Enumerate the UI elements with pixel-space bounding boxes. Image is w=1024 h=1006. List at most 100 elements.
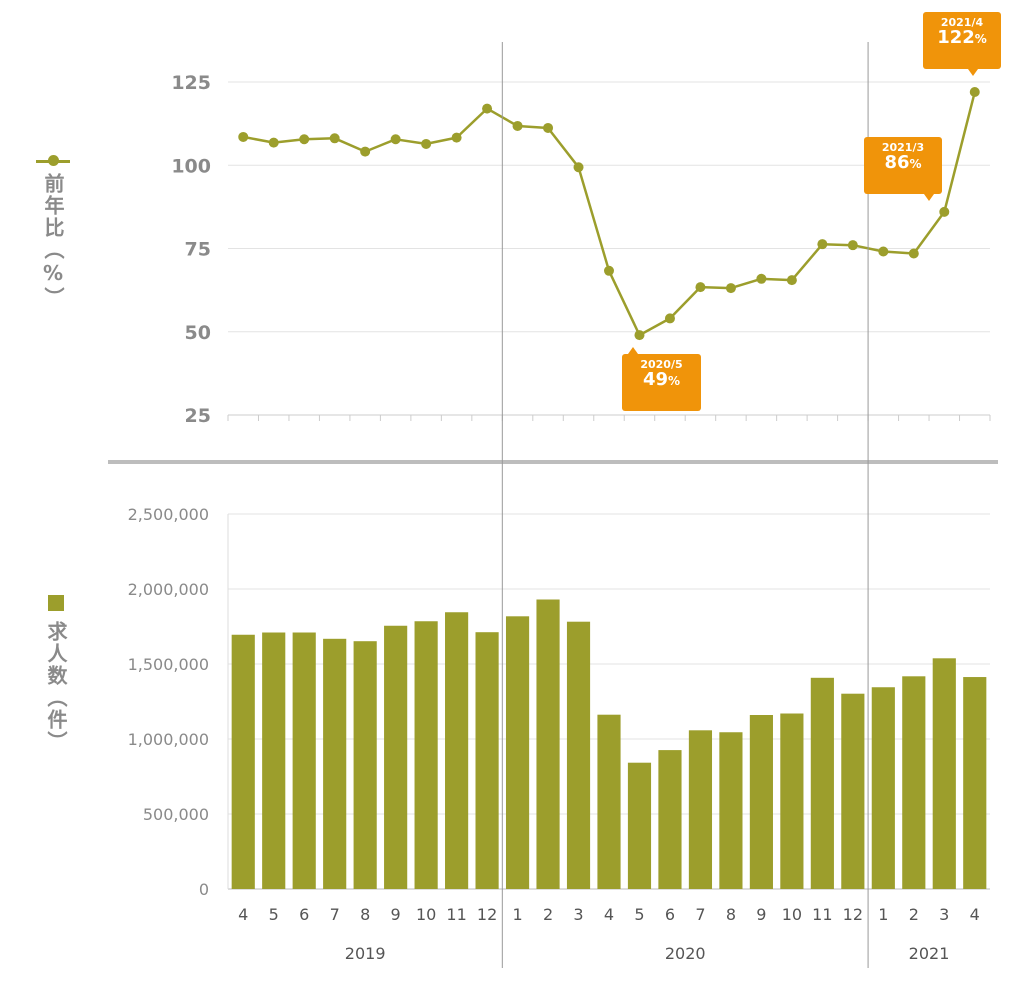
line-point	[512, 120, 523, 131]
callout-tail	[968, 69, 978, 76]
line-y-tick-label: 75	[185, 239, 211, 261]
bar	[841, 693, 865, 889]
callout-value: 86%	[884, 151, 922, 173]
callout-tail	[628, 347, 638, 354]
line-point	[908, 248, 919, 259]
callout-2021-4: 2021/4 122%	[923, 12, 1001, 76]
x-tick-label: 5	[634, 905, 644, 924]
bar	[932, 658, 956, 889]
callout-2020-5: 2020/5 49%	[622, 347, 701, 411]
line-point	[451, 132, 462, 143]
bar	[566, 621, 591, 889]
line-legend-marker	[36, 155, 70, 166]
line-point	[817, 239, 828, 250]
callout-value: 49%	[642, 368, 681, 390]
callout-tail	[924, 194, 934, 201]
callout-date: 2021/4	[940, 16, 984, 29]
line-point	[939, 206, 950, 217]
bar-y-tick-label: 1,500,000	[128, 655, 209, 674]
x-tick-label: 3	[573, 905, 583, 924]
bar-y-tick-label: 0	[199, 880, 209, 899]
bar-legend-marker	[48, 595, 64, 611]
bar	[963, 677, 987, 889]
x-tick-label: 4	[604, 905, 614, 924]
line-point	[786, 275, 797, 286]
bar	[597, 714, 621, 889]
bar	[445, 612, 469, 889]
line-y-tick-label: 100	[171, 155, 211, 177]
line-point	[634, 330, 645, 341]
bar-legend: 求人数（件）	[44, 595, 68, 753]
year-label: 2021	[909, 944, 950, 963]
callout-date: 2020/5	[640, 358, 683, 371]
line-point	[390, 134, 401, 145]
callout-2021-3: 2021/3 86%	[864, 137, 942, 201]
x-tick-label: 2	[543, 905, 553, 924]
bar	[353, 641, 377, 889]
bar	[231, 634, 255, 889]
bar	[749, 715, 773, 889]
x-tick-label: 7	[695, 905, 705, 924]
bar	[780, 713, 804, 889]
line-y-tick-label: 125	[171, 72, 211, 94]
callout-value: 122%	[937, 26, 987, 48]
line-axis-label: 前年比（%）	[41, 173, 65, 309]
bar-y-tick-label: 1,000,000	[128, 730, 209, 749]
line-y-tick-label: 25	[185, 405, 211, 427]
bar-y-tick-label: 2,500,000	[128, 505, 209, 524]
line-point	[268, 137, 279, 148]
bar	[810, 677, 834, 889]
bar	[475, 632, 499, 889]
x-tick-label: 9	[756, 905, 766, 924]
bar	[414, 621, 438, 889]
x-tick-label: 6	[665, 905, 675, 924]
x-tick-label: 12	[843, 905, 863, 924]
line-point	[878, 246, 889, 257]
bar	[505, 616, 530, 889]
line-point	[329, 133, 340, 144]
x-tick-label: 12	[477, 905, 497, 924]
line-point	[756, 273, 767, 284]
line-point	[664, 313, 675, 324]
x-tick-label: 1	[878, 905, 888, 924]
x-tick-label: 8	[726, 905, 736, 924]
line-point	[969, 86, 980, 97]
line-point	[543, 122, 554, 133]
x-tick-label: 8	[360, 905, 370, 924]
bar-y-tick-label: 2,000,000	[128, 580, 209, 599]
bar	[384, 625, 408, 889]
bar	[719, 732, 743, 889]
line-point	[604, 265, 614, 276]
bar	[323, 638, 347, 889]
x-tick-label: 2	[909, 905, 919, 924]
line-point	[360, 146, 371, 157]
line-legend: 前年比（%）	[36, 155, 70, 309]
year-label: 2020	[665, 944, 706, 963]
x-tick-label: 1	[512, 905, 522, 924]
bar	[688, 730, 713, 889]
bar	[902, 676, 926, 889]
x-tick-label: 11	[446, 905, 466, 924]
line-point	[847, 240, 858, 251]
bar	[871, 687, 895, 889]
bar	[262, 632, 286, 889]
line-series	[242, 91, 977, 337]
x-tick-label: 5	[269, 905, 279, 924]
bar	[536, 599, 560, 889]
x-tick-label: 4	[970, 905, 980, 924]
x-tick-label: 6	[299, 905, 309, 924]
callout-date: 2021/3	[881, 141, 925, 154]
line-point	[421, 138, 432, 149]
bar-axis-label: 求人数（件）	[44, 621, 68, 753]
year-label: 2019	[345, 944, 386, 963]
line-point	[725, 283, 736, 294]
x-tick-label: 10	[782, 905, 802, 924]
bar	[658, 750, 682, 889]
bar	[292, 632, 316, 889]
line-y-tick-label: 50	[185, 322, 211, 344]
x-tick-label: 9	[391, 905, 401, 924]
line-point	[238, 131, 249, 142]
x-tick-label: 7	[330, 905, 340, 924]
x-tick-label: 11	[812, 905, 832, 924]
